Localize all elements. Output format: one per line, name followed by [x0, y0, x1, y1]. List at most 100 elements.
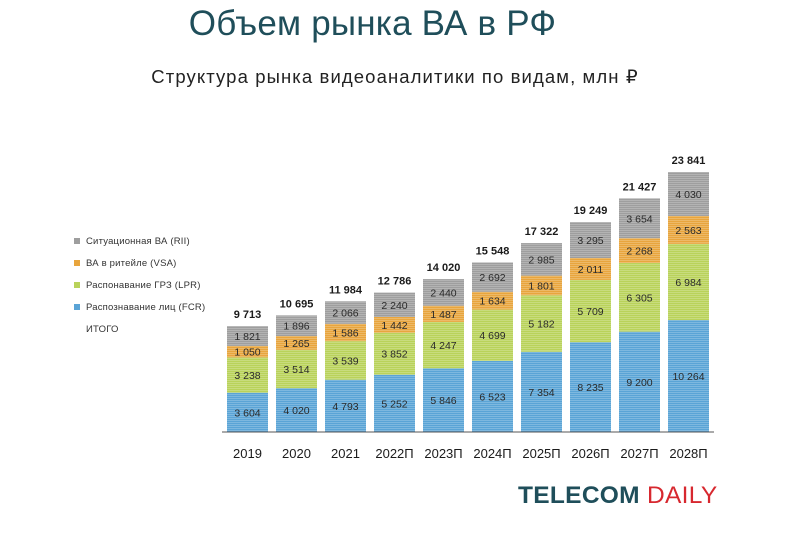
- x-tick-label: 2023П: [424, 446, 462, 461]
- legend-swatch-rii: [74, 238, 80, 244]
- bar-texture: [472, 262, 513, 292]
- brand-telecom: TELECOM: [518, 482, 640, 509]
- brand-logo: TELECOM DAILY: [518, 482, 717, 510]
- bar-texture: [570, 279, 611, 343]
- chart-legend: Ситуационная ВА (RII) ВА в ритейле (VSA)…: [74, 230, 205, 340]
- labels-layer: 3 604 3 238 1 050 1 821 9 713 2019 4 020 3 514 1…: [233, 155, 708, 461]
- x-tick-label: 2024П: [473, 446, 511, 461]
- data-label: 1 487: [430, 309, 456, 321]
- x-tick-label: 2028П: [669, 446, 707, 461]
- legend-item-rii: Ситуационная ВА (RII): [74, 230, 205, 252]
- bar-texture: [619, 262, 660, 332]
- legend-swatch-lpr: [74, 282, 80, 288]
- legend-label-fcr: Распознавание лиц (FCR): [86, 301, 206, 313]
- data-label: 5 182: [528, 319, 554, 331]
- data-label: 2 066: [332, 308, 358, 320]
- bar-texture: [423, 368, 464, 432]
- legend-swatch-vsa: [74, 260, 80, 266]
- bar-texture: [570, 222, 611, 259]
- legend-item-fcr: Распознавание лиц (FCR): [74, 296, 205, 318]
- bar-texture: [276, 349, 317, 389]
- bar-texture: [423, 321, 464, 369]
- bar-texture: [668, 320, 709, 432]
- data-label: 1 442: [381, 320, 407, 332]
- legend-item-vsa: ВА в ритейле (VSA): [74, 252, 205, 274]
- data-label: 2 692: [479, 272, 505, 284]
- bar-texture: [423, 305, 464, 322]
- data-label: 6 984: [675, 277, 701, 289]
- data-label: 2 440: [430, 287, 456, 299]
- brand-daily: DAILY: [646, 482, 718, 509]
- data-label: 3 539: [332, 355, 358, 367]
- data-label: 1 265: [283, 338, 309, 350]
- bar-texture: [276, 388, 317, 432]
- page-title: Объем рынка ВА в РФ: [188, 4, 557, 43]
- total-label: 21 427: [623, 181, 657, 193]
- legend-label-total: ИТОГО: [86, 323, 119, 335]
- bar-texture: [521, 275, 562, 296]
- bar-texture: [472, 309, 513, 361]
- data-label: 9 200: [626, 377, 652, 389]
- total-label: 9 713: [234, 309, 262, 321]
- total-label: 14 020: [427, 262, 461, 274]
- data-label: 2 268: [626, 246, 652, 258]
- bar-texture: [521, 295, 562, 352]
- data-label: 2 240: [381, 300, 407, 312]
- total-label: 15 548: [476, 245, 510, 257]
- bar-texture: [227, 326, 268, 346]
- data-label: 3 295: [577, 235, 603, 247]
- bar-texture: [668, 243, 709, 321]
- bar-texture: [374, 374, 415, 432]
- data-label: 2 985: [528, 254, 554, 266]
- total-label: 11 984: [329, 284, 363, 296]
- data-label: 3 238: [234, 370, 260, 382]
- bar-texture: [570, 342, 611, 432]
- x-tick-label: 2019: [233, 446, 262, 461]
- x-tick-label: 2020: [282, 446, 311, 461]
- bar-texture: [668, 215, 709, 244]
- data-label: 3 604: [234, 407, 260, 419]
- data-label: 5 709: [577, 306, 603, 318]
- total-label: 23 841: [672, 155, 706, 167]
- data-label: 1 586: [332, 327, 358, 339]
- x-tick-label: 2022П: [375, 446, 413, 461]
- bar-texture: [227, 345, 268, 358]
- bar-texture: [325, 341, 366, 380]
- data-label: 4 793: [332, 401, 358, 413]
- bar-texture: [276, 315, 317, 337]
- data-label: 10 264: [672, 371, 704, 383]
- data-label: 3 654: [626, 213, 652, 225]
- total-label: 19 249: [574, 205, 608, 217]
- data-label: 5 846: [430, 395, 456, 407]
- data-label: 5 252: [381, 398, 407, 410]
- data-label: 2 011: [578, 264, 604, 276]
- legend-label-lpr: Распонавание ГРЗ (LPR): [86, 279, 201, 291]
- data-label: 2 563: [675, 225, 701, 237]
- bar-texture: [227, 357, 268, 393]
- legend-item-lpr: Распонавание ГРЗ (LPR): [74, 274, 205, 296]
- x-tick-label: 2025П: [522, 446, 560, 461]
- bar-texture: [374, 292, 415, 317]
- bar-texture: [619, 238, 660, 263]
- chart-subtitle: Структура рынка видеоаналитики по видам,…: [151, 66, 639, 87]
- x-tick-label: 2026П: [571, 446, 609, 461]
- bar-texture: [668, 172, 709, 216]
- bar-texture: [374, 316, 415, 333]
- data-label: 4 699: [479, 330, 505, 342]
- bar-texture: [423, 279, 464, 306]
- data-label: 6 305: [626, 292, 652, 304]
- bar-texture: [619, 331, 660, 432]
- data-label: 3 852: [381, 349, 407, 361]
- legend-swatch-fcr: [74, 304, 80, 310]
- bar-texture: [325, 379, 366, 432]
- total-label: 12 786: [378, 276, 412, 288]
- data-label: 8 235: [577, 382, 603, 394]
- data-label: 1 634: [479, 296, 505, 308]
- data-label: 4 247: [430, 340, 456, 352]
- data-label: 1 050: [234, 347, 260, 359]
- legend-label-rii: Ситуационная ВА (RII): [86, 235, 190, 247]
- x-tick-label: 2027П: [620, 446, 658, 461]
- bar-texture: [521, 243, 562, 276]
- x-tick-label: 2021: [331, 446, 360, 461]
